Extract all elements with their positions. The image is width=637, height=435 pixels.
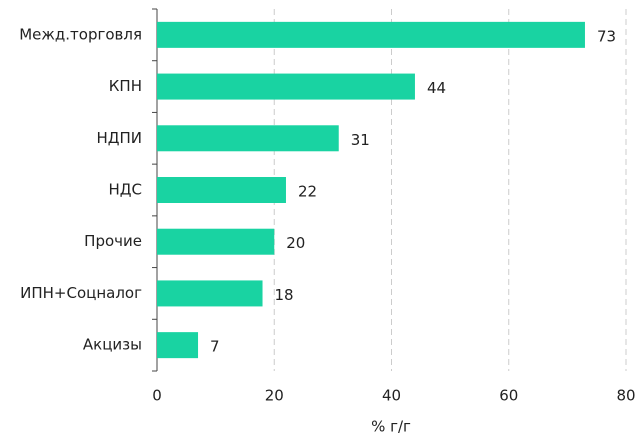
x-tick-label: 40 <box>382 387 401 405</box>
bar <box>157 21 585 48</box>
data-label: 22 <box>298 183 317 201</box>
y-tick-label: НДС <box>109 181 142 199</box>
bar <box>157 125 339 152</box>
x-tick-label: 60 <box>499 387 518 405</box>
bar <box>157 177 286 203</box>
x-tick-label: 0 <box>152 387 162 405</box>
data-label: 20 <box>286 234 305 252</box>
data-label: 7 <box>210 338 220 356</box>
data-label: 31 <box>351 131 370 149</box>
bar <box>157 228 275 255</box>
y-tick-label: НДПИ <box>97 129 143 147</box>
y-tick-label: Прочие <box>84 232 142 250</box>
x-tick-label: 80 <box>616 387 635 405</box>
y-tick-label: Межд.торговля <box>19 25 142 43</box>
bar <box>157 332 199 359</box>
data-label: 44 <box>427 79 446 97</box>
data-label: 18 <box>275 286 294 304</box>
data-label: 73 <box>597 27 616 45</box>
bar <box>157 280 263 307</box>
y-tick-label: ИПН+Соцналог <box>20 284 142 302</box>
x-axis-label: % г/г <box>371 418 411 435</box>
y-tick-label: КПН <box>109 77 142 95</box>
bar <box>157 73 415 100</box>
y-tick-label: Акцизы <box>83 336 142 354</box>
x-tick-label: 20 <box>265 387 284 405</box>
